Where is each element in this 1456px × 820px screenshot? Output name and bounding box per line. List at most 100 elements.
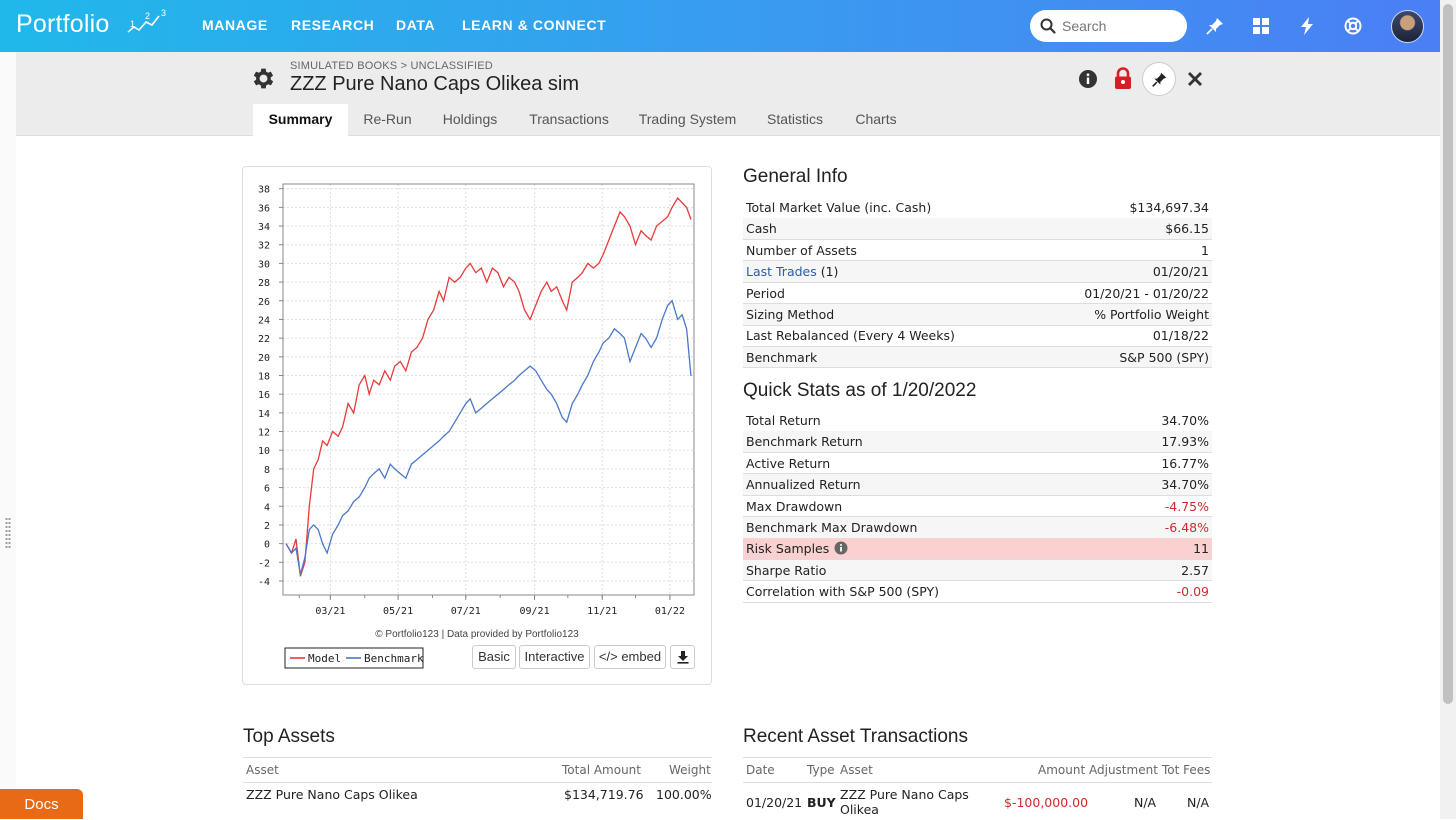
qs-label: Annualized Return [746,477,861,492]
tab-trading-system[interactable]: Trading System [638,111,737,127]
y-tick-label: 6 [264,484,270,495]
gi-row: Sizing Method % Portfolio Weight [743,304,1212,326]
portfolio123-logo[interactable]: Portfolio [16,10,110,39]
top-asset-link[interactable]: ZZZ Pure Nano Caps Olikea [246,787,418,802]
y-tick-label: 24 [258,315,270,326]
y-tick-label: 0 [264,540,270,551]
chart-legend: Model Benchmark [284,647,424,669]
scrollbar-thumb[interactable] [1443,4,1453,704]
series-line-benchmark [285,299,692,575]
tab-summary[interactable]: Summary [253,104,348,136]
gear-icon[interactable] [250,65,277,92]
gi-value[interactable]: 01/20/21 [1152,264,1209,280]
tx-header-date: Date [746,763,775,777]
nav-data[interactable]: DATA [396,17,436,33]
gi-row[interactable]: Last Trades (1) 01/20/21 [743,261,1212,283]
qs-row: Total Return 34.70% [743,410,1212,432]
top-asset-amount: $134,719.76 [564,787,644,802]
drag-handle-icon[interactable] [5,517,11,549]
lock-icon[interactable] [1113,67,1133,90]
tab-re-run[interactable]: Re-Run [363,111,412,127]
tx-header-amount: Amount [1038,763,1086,777]
qs-label-text: Sharpe Ratio [746,562,827,578]
x-tick-label: 05/21 [383,606,413,617]
y-tick-label: 38 [258,185,270,196]
nav-manage[interactable]: MANAGE [202,17,268,33]
bolt-icon[interactable] [1297,16,1317,36]
tab-transactions[interactable]: Transactions [529,111,609,127]
grid-icon[interactable] [1251,16,1271,36]
top-assets-header-amount[interactable]: Total Amount [562,763,641,777]
close-icon[interactable] [1187,71,1203,87]
tab-statistics[interactable]: Statistics [766,111,823,127]
last-trades-link[interactable]: Last Trades [746,264,817,280]
tx-header-asset: Asset [840,763,873,777]
tx-asset-link-line2[interactable]: Olikea [840,802,879,817]
page-title: ZZZ Pure Nano Caps Olikea sim [290,73,579,95]
qs-value: 17.93% [1161,434,1209,450]
interactive-chart-button[interactable]: Interactive [519,645,590,669]
qs-row: Benchmark Max Drawdown -6.48% [743,517,1212,539]
vertical-scrollbar[interactable] [1440,0,1456,819]
tx-fees: N/A [1187,795,1210,810]
gi-value: 01/20/21 - 01/20/22 [1084,285,1209,301]
gi-label: Last Trades (1) [746,264,838,279]
top-assets-header-weight[interactable]: Weight [669,763,711,777]
search-box[interactable] [1030,10,1187,42]
breadcrumb[interactable]: SIMULATED BOOKS > UNCLASSIFIED [290,60,493,72]
embed-chart-button[interactable]: </> embed [594,645,666,669]
legend-model: Model [308,652,341,665]
legend-benchmark: Benchmark [364,652,424,665]
top-assets-header-asset: Asset [246,763,279,777]
nav-research[interactable]: RESEARCH [291,17,375,33]
pin-page-button[interactable] [1142,62,1176,96]
qs-label-text: Annualized Return [746,477,861,493]
gi-row: Last Rebalanced (Every 4 Weeks) 01/18/22 [743,325,1212,347]
gi-label: Total Market Value (inc. Cash) [746,200,931,215]
tx-header-fees: Tot Fees [1162,763,1211,777]
y-tick-label: 28 [258,278,270,289]
qs-row: Annualized Return 34.70% [743,474,1212,496]
nav-learn-connect[interactable]: LEARN & CONNECT [462,17,607,33]
search-icon [1040,18,1056,34]
avatar[interactable] [1391,10,1424,43]
qs-label: Sharpe Ratio [746,563,826,578]
logo-text: Portfolio [16,10,110,38]
tab-charts[interactable]: Charts [855,111,897,127]
qs-label-text: Risk Samples [746,541,830,557]
gi-label-text: Benchmark [746,349,818,365]
gi-label-text: Total Market Value (inc. Cash) [746,200,932,215]
info-icon[interactable] [1078,69,1098,89]
gi-row: Number of Assets 1 [743,240,1212,262]
qs-label: Benchmark Return [746,434,863,449]
gi-row: Benchmark S&P 500 (SPY) [743,346,1212,369]
gi-label: Benchmark [746,350,817,365]
tx-date: 01/20/21 [746,795,803,810]
qs-value: 11 [1193,541,1209,557]
y-tick-label: -2 [258,558,270,569]
pin-icon [1152,72,1167,87]
pin-icon[interactable] [1205,16,1225,36]
logo-digit-3: 3 [161,8,166,18]
gi-value: 01/18/22 [1152,328,1209,344]
tab-holdings[interactable]: Holdings [442,111,498,127]
gi-value: % Portfolio Weight [1094,307,1209,322]
tx-asset-link[interactable]: ZZZ Pure Nano Caps [840,787,969,802]
docs-button[interactable]: Docs [0,789,83,819]
general-info-title: General Info [743,166,848,187]
gi-label-text: Sizing Method [746,307,835,322]
x-axis: 03/21 05/21 07/21 09/21 11/21 01/22 [298,595,685,617]
tx-header-type: Type [807,763,835,777]
download-chart-button[interactable] [670,645,695,669]
basic-chart-button[interactable]: Basic [472,645,516,669]
info-icon[interactable] [834,541,848,555]
performance-chart[interactable]: 38363432302826242220181614121086420-2-4 … [243,167,711,684]
help-icon[interactable] [1343,16,1363,36]
logo-mark-icon: 1 2 3 [127,8,166,33]
qs-value: 2.57 [1181,562,1209,578]
quick-stats-title: Quick Stats as of 1/20/2022 [743,380,977,401]
qs-label-text: Benchmark Max Drawdown [746,520,918,535]
gi-label: Cash [746,221,777,236]
search-input[interactable] [1062,16,1180,36]
